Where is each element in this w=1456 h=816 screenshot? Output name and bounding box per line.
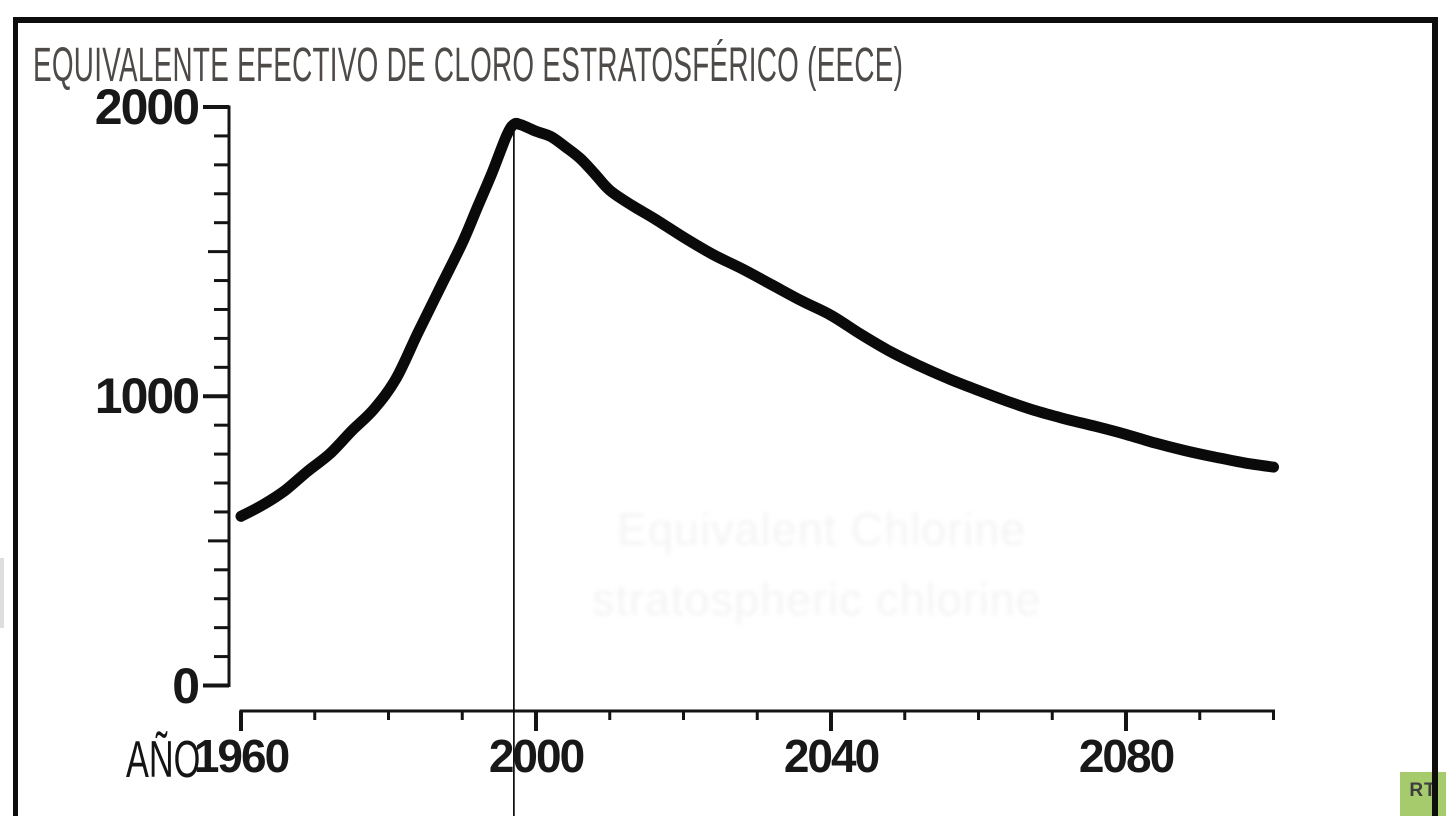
x-tick-label-2000: 2000 (488, 730, 585, 782)
rt-logo: RT (1400, 772, 1446, 816)
x-tick-label-2040: 2040 (783, 730, 880, 782)
ghost-erased-text-line1: Equivalent Chlorine (617, 504, 1027, 555)
y-tick-label-0: 0 (172, 657, 200, 714)
ghost-erased-text-line2: stratospheric chlorine (592, 574, 1042, 625)
x-tick-label-2080: 2080 (1078, 730, 1175, 782)
y-tick-label-2000: 2000 (94, 79, 200, 135)
chart-title: EQUIVALENTE EFECTIVO DE CLORO ESTRATOSFÉ… (33, 39, 904, 92)
eece-curve (235, 117, 1279, 522)
y-tick-label-1000: 1000 (94, 368, 200, 425)
x-tick-label-1960: 1960 (193, 730, 290, 782)
scan-artifact (0, 558, 4, 628)
rt-logo-text: RT (1409, 780, 1437, 801)
x-axis-title: AÑO (126, 731, 201, 789)
